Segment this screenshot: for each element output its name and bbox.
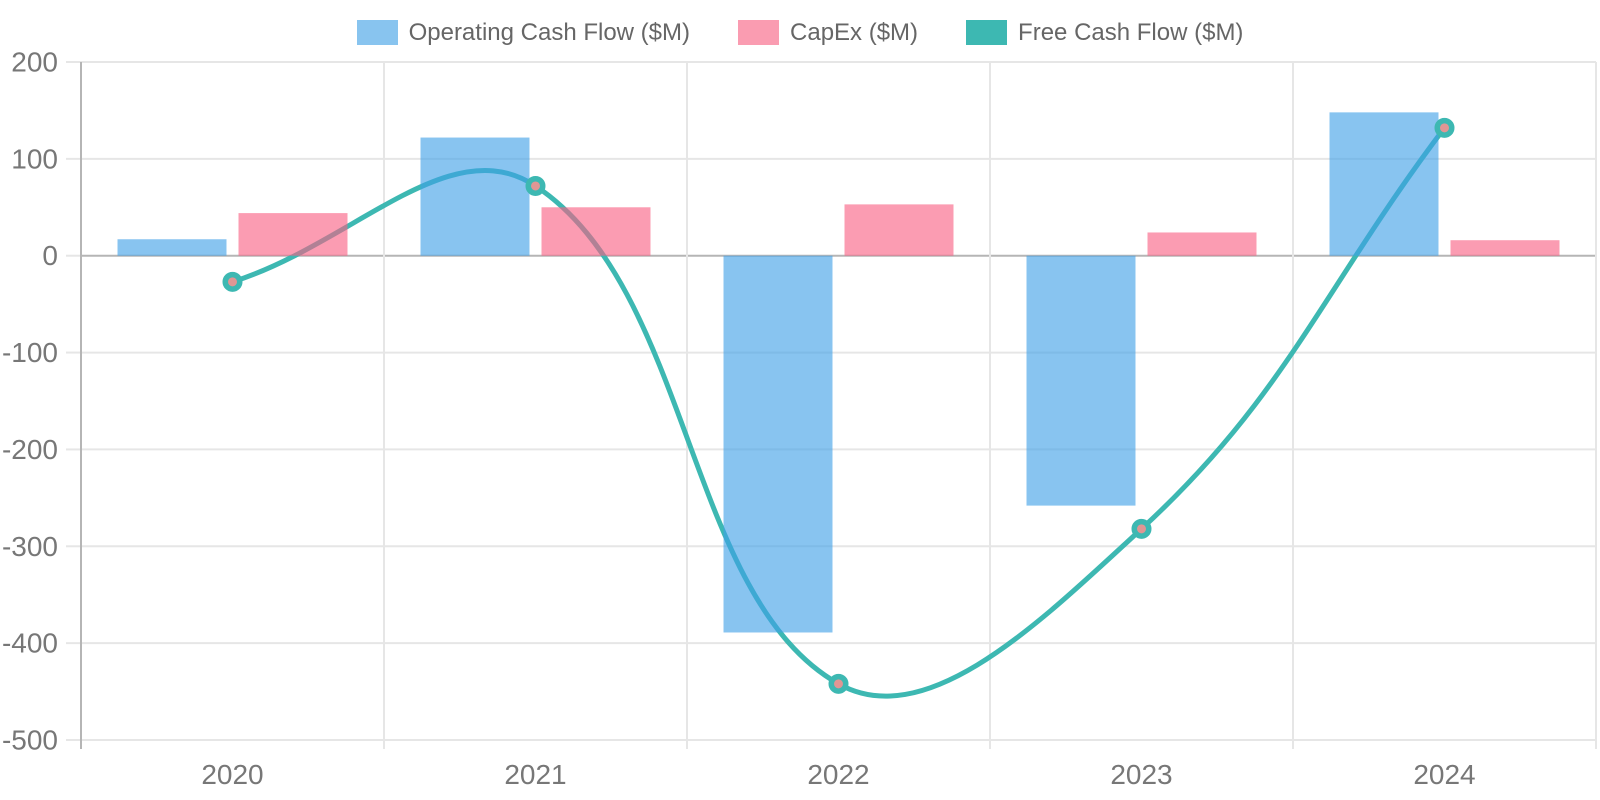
y-axis-tick-label: -100 [2, 337, 58, 368]
legend-swatch-operating-cash-flow [356, 19, 398, 45]
x-axis-tick-label: 2023 [1110, 759, 1172, 790]
point-free-cash-flow-2020[interactable] [222, 271, 243, 292]
x-axis-tick-label: 2021 [504, 759, 566, 790]
y-axis-tick-label: -200 [2, 434, 58, 465]
x-axis-tick-label: 2022 [807, 759, 869, 790]
legend-swatch-capex [738, 19, 780, 45]
bar-operating-cash-flow-2021[interactable] [420, 137, 530, 256]
chart-legend: Operating Cash Flow ($M) CapEx ($M) Free… [0, 14, 1600, 50]
legend-item-operating-cash-flow[interactable]: Operating Cash Flow ($M) [356, 18, 691, 46]
bar-capex-2020[interactable] [238, 213, 348, 256]
y-axis-tick-label: 100 [11, 143, 58, 174]
point-free-cash-flow-2021[interactable] [525, 175, 546, 196]
y-axis-tick-label: 0 [42, 240, 58, 271]
y-axis-tick-label: 200 [11, 47, 58, 78]
legend-item-capex[interactable]: CapEx ($M) [738, 18, 919, 46]
bar-capex-2024[interactable] [1450, 240, 1560, 256]
x-axis-tick-label: 2020 [201, 759, 263, 790]
bar-operating-cash-flow-2022[interactable] [723, 255, 833, 633]
legend-item-free-cash-flow[interactable]: Free Cash Flow ($M) [966, 18, 1244, 46]
point-free-cash-flow-2024[interactable] [1434, 117, 1455, 138]
bar-operating-cash-flow-2023[interactable] [1026, 255, 1136, 506]
point-free-cash-flow-2023[interactable] [1131, 518, 1152, 539]
x-axis-tick-label: 2024 [1413, 759, 1475, 790]
legend-label: Operating Cash Flow ($M) [408, 18, 691, 46]
legend-label: Free Cash Flow ($M) [1018, 18, 1244, 46]
point-free-cash-flow-2022[interactable] [828, 673, 849, 694]
y-axis-tick-label: -500 [2, 725, 58, 756]
y-axis-tick-label: -300 [2, 531, 58, 562]
bar-operating-cash-flow-2020[interactable] [117, 239, 227, 256]
legend-label: CapEx ($M) [790, 18, 919, 46]
bar-capex-2022[interactable] [844, 204, 954, 256]
y-axis-tick-label: -400 [2, 628, 58, 659]
bar-capex-2023[interactable] [1147, 232, 1257, 256]
legend-swatch-free-cash-flow [966, 19, 1008, 45]
bar-capex-2021[interactable] [541, 207, 651, 256]
free-cash-flow-line[interactable] [230, 125, 1447, 699]
bar-operating-cash-flow-2024[interactable] [1329, 112, 1439, 256]
